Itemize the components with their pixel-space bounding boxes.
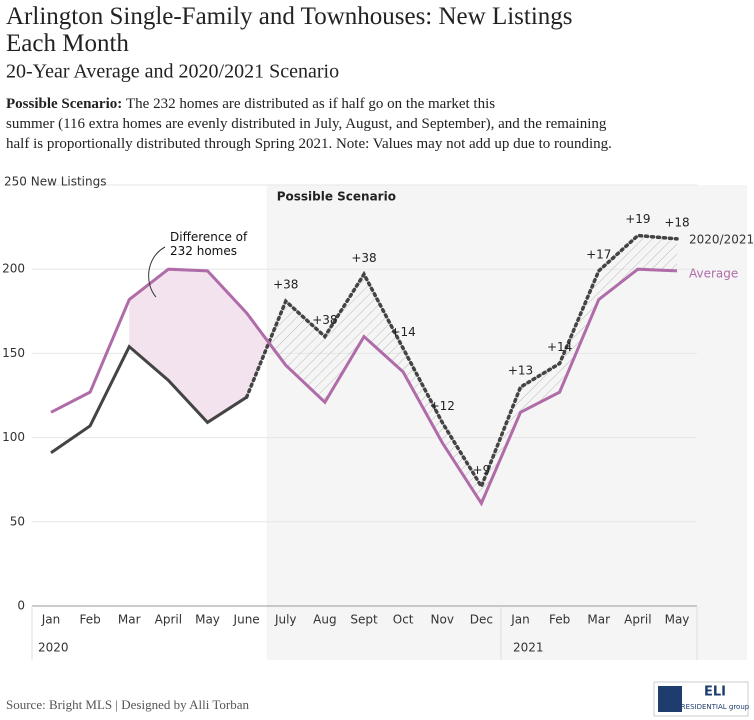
difference-label: +38 [273, 278, 298, 292]
y-tick-label: 250 New Listings [4, 175, 107, 189]
logo-sub: RESIDENTIAL group [681, 703, 750, 711]
x-tick-label: Feb [80, 613, 101, 627]
difference-label: +12 [430, 399, 455, 413]
source: Source: Bright MLS | Designed by Alli To… [6, 697, 250, 712]
plot: Possible Scenario 0 50 100 150 200 250 New Lis… [2, 175, 754, 660]
difference-label: +17 [586, 247, 611, 261]
year-label: 2021 [513, 641, 544, 655]
difference-label: +9 [473, 463, 491, 477]
x-tick-label: May [665, 613, 690, 627]
annotation-pointer [148, 246, 166, 298]
year-label: 2020 [38, 641, 69, 655]
x-tick-label: April [155, 613, 182, 627]
chart-title: Arlington Single-Family and Townhouses: … [6, 3, 573, 57]
scenario-label: Possible Scenario [277, 190, 396, 204]
difference-label: +13 [508, 364, 533, 378]
x-tick-label: Aug [313, 613, 336, 627]
line [244, 233, 679, 491]
line [50, 344, 248, 454]
note: Possible Scenario: The 232 homes are dis… [6, 96, 612, 152]
y-tick-label: 150 [2, 346, 25, 360]
y-tick-label: 50 [10, 514, 25, 528]
x-tick-label: May [195, 613, 220, 627]
x-tick-label: July [274, 613, 297, 627]
logo-icon [658, 686, 682, 712]
chart-subtitle: 20-Year Average and 2020/2021 Scenario [6, 61, 339, 83]
x-tick-label: Nov [431, 613, 454, 627]
difference-label: +14 [547, 340, 572, 354]
x-tick-label: Jan [510, 613, 530, 627]
note-text: Possible Scenario: The 232 homes are dis… [6, 96, 612, 152]
x-tick-label: Feb [549, 613, 570, 627]
x-tick-label: June [233, 613, 260, 627]
legend-label: 2020/2021 [689, 233, 754, 247]
y-tick-label: 200 [2, 262, 25, 276]
annotation: Difference of 232 homes [170, 230, 248, 258]
x-tick-label: Dec [470, 613, 493, 627]
x-tick-label: Mar [587, 613, 610, 627]
difference-label: +19 [625, 212, 650, 226]
x-tick-label: Mar [118, 613, 141, 627]
x-tick-label: Sept [350, 613, 378, 627]
logo: ELI [704, 685, 726, 700]
difference-label: +14 [390, 325, 415, 339]
line [50, 267, 678, 507]
x-tick-label: April [624, 613, 651, 627]
difference-label: +18 [664, 215, 689, 229]
x-tick-label: Jan [41, 613, 61, 627]
difference-label: +38 [312, 313, 337, 327]
y-tick-label: 100 [2, 430, 25, 444]
difference-label: +38 [351, 251, 376, 265]
y-tick-label: 0 [17, 599, 25, 613]
legend-label: Average [689, 267, 738, 281]
scenario-difference-area [268, 235, 677, 504]
x-tick-label: Oct [393, 613, 414, 627]
difference-area [129, 269, 269, 423]
